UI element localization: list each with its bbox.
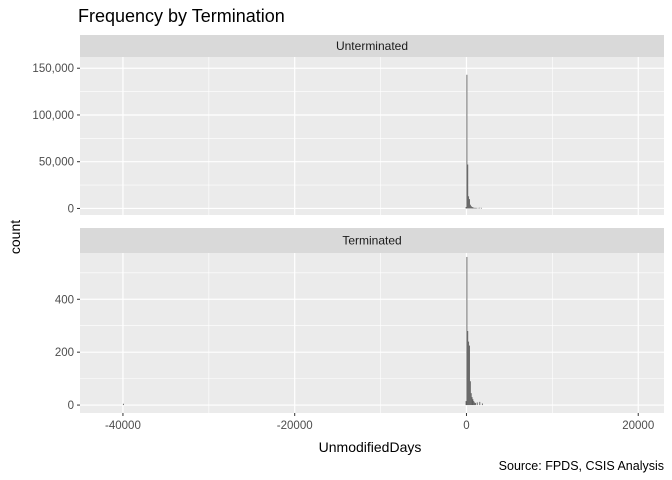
histogram-bar bbox=[122, 403, 124, 406]
y-tick-label: 400 bbox=[55, 294, 74, 306]
x-tick-label: 20000 bbox=[622, 420, 654, 432]
y-tick-label: 0 bbox=[68, 203, 74, 215]
y-tick-label: 50,000 bbox=[39, 157, 74, 169]
facet-strip bbox=[80, 35, 664, 57]
histogram-bar bbox=[466, 74, 468, 209]
histogram-bar bbox=[468, 196, 470, 209]
histogram-bar bbox=[476, 402, 478, 406]
histogram-bar bbox=[479, 207, 481, 209]
y-axis-title: count bbox=[7, 220, 23, 254]
histogram-bar bbox=[477, 207, 479, 209]
source-caption: Source: FPDS, CSIS Analysis bbox=[499, 459, 664, 473]
plot-panel bbox=[80, 253, 664, 413]
histogram-bar bbox=[472, 207, 474, 209]
facet-panels: Unterminated 0 50,000 100,000 150,000 Termina… bbox=[32, 35, 664, 432]
histogram-bar bbox=[465, 207, 467, 209]
chart-title: Frequency by Termination bbox=[78, 6, 285, 26]
plot-panel bbox=[80, 57, 664, 215]
histogram-bar bbox=[467, 164, 469, 209]
histogram-bar bbox=[473, 401, 475, 406]
x-tick-label: -40000 bbox=[105, 420, 141, 432]
x-axis-title: UnmodifiedDays bbox=[319, 439, 422, 455]
histogram-bar bbox=[465, 401, 467, 406]
facet-panel-unterminated: Unterminated 0 50,000 100,000 150,000 bbox=[32, 35, 664, 215]
y-tick-label: 200 bbox=[55, 347, 74, 359]
y-tick-label: 100,000 bbox=[32, 110, 74, 122]
x-tick-label: -20000 bbox=[277, 420, 313, 432]
histogram-bar bbox=[481, 403, 483, 406]
histogram-bar bbox=[474, 402, 476, 406]
histogram-bar bbox=[469, 345, 470, 406]
facet-strip-label: Terminated bbox=[342, 234, 401, 248]
facet-panel-terminated: Terminated 0 200 400 -40000 -20000 0 20000 bbox=[55, 228, 664, 432]
facet-strip bbox=[80, 228, 664, 253]
histogram-bar bbox=[475, 207, 476, 209]
histogram-bar bbox=[475, 207, 477, 209]
histogram-bar bbox=[471, 207, 473, 209]
x-tick-label: 0 bbox=[463, 420, 469, 432]
histogram-bar bbox=[474, 207, 476, 209]
histogram-bar bbox=[469, 199, 470, 209]
facet-strip-label: Unterminated bbox=[336, 39, 408, 53]
histogram-bar bbox=[475, 402, 476, 406]
histogram-bar bbox=[471, 397, 473, 406]
histogram-bar bbox=[479, 401, 481, 406]
histogram-bar bbox=[469, 381, 471, 406]
y-tick-label: 150,000 bbox=[32, 63, 74, 75]
histogram-bar bbox=[470, 393, 472, 406]
y-tick-label: 0 bbox=[68, 400, 74, 412]
histogram-bar bbox=[473, 207, 475, 209]
histogram-bar bbox=[470, 206, 472, 209]
histogram-bar bbox=[468, 341, 470, 406]
histogram-bar bbox=[481, 207, 482, 209]
histogram-bar bbox=[466, 256, 468, 406]
histogram-bar bbox=[467, 331, 469, 406]
histogram-bar bbox=[472, 399, 474, 406]
histogram-bar bbox=[469, 204, 471, 209]
